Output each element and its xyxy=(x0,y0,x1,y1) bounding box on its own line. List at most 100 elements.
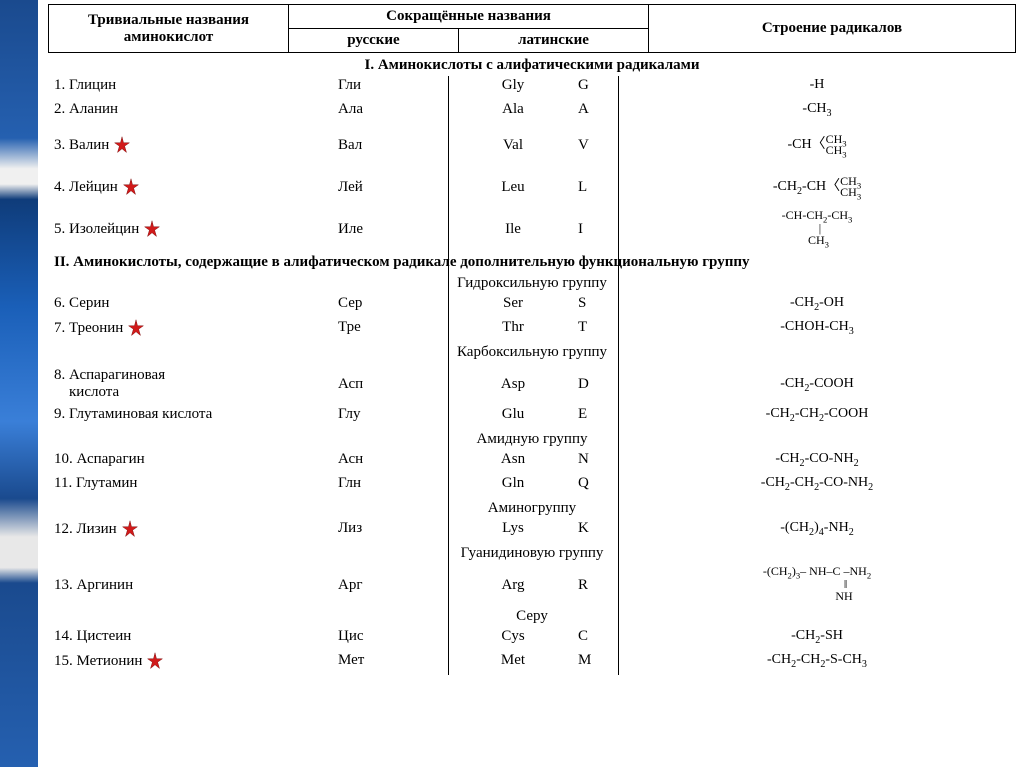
aa-name: 6. Серин xyxy=(48,295,308,312)
aa-code: M xyxy=(578,652,618,669)
aa-ru: Ала xyxy=(308,101,448,118)
aa-code: G xyxy=(578,77,618,94)
table-row: 6. Серин Сер Ser S -CH2-OH xyxy=(48,294,1016,318)
table-row: 11. Глутамин Глн Gln Q -CH2-CH2-CO-NH2 xyxy=(48,474,1016,498)
table-row: 7. Треонин Тре Thr T -CHOH-CH3 xyxy=(48,318,1016,342)
table-row: 2. Аланин Ала Ala A -CH3 xyxy=(48,100,1016,124)
aa-lat: Leu xyxy=(448,179,578,196)
aa-lat: Glu xyxy=(448,406,578,423)
table-row: 3. Валин Вал Val V -CH〈CH3CH3 xyxy=(48,124,1016,166)
header-col-names: Тривиальные названия аминокислот xyxy=(49,5,289,53)
aa-ru: Тре xyxy=(308,319,448,336)
aa-code: K xyxy=(578,520,618,537)
aa-lat: Ser xyxy=(448,295,578,312)
aa-name: 12. Лизин xyxy=(48,520,308,538)
aa-name: 9. Глутаминовая кислота xyxy=(48,406,308,423)
table-row: 14. Цистеин Цис Cys C -CH2-SH xyxy=(48,627,1016,651)
subgroup-carboxy: Карбоксильную группу xyxy=(48,342,1016,363)
aa-code: N xyxy=(578,451,618,468)
aa-name: 7. Треонин xyxy=(48,319,308,337)
aa-code: D xyxy=(578,376,618,393)
aa-lat: Asn xyxy=(448,451,578,468)
aa-lat: Cys xyxy=(448,628,578,645)
aa-lat: Asp xyxy=(448,376,578,393)
aa-radical: -CH2-OH xyxy=(618,295,1016,311)
aa-code: I xyxy=(578,221,618,238)
aa-radical: -CH-CH2-CH3 | CH3 xyxy=(618,209,1016,249)
essential-star-icon xyxy=(146,652,164,670)
aa-name: 11. Глутамин xyxy=(48,475,308,492)
aa-radical: -CH2-CH〈CH3CH3 xyxy=(618,176,1016,198)
table-row: 4. Лейцин Лей Leu L -CH2-CH〈CH3CH3 xyxy=(48,166,1016,208)
aa-ru: Гли xyxy=(308,77,448,94)
essential-star-icon xyxy=(121,520,139,538)
aa-code: C xyxy=(578,628,618,645)
aa-ru: Асн xyxy=(308,451,448,468)
table-row: 12. Лизин Лиз Lys K -(CH2)4-NH2 xyxy=(48,519,1016,543)
aa-radical: -CH〈CH3CH3 xyxy=(618,134,1016,156)
aa-lat: Ala xyxy=(448,101,578,118)
aa-name: 13. Аргинин xyxy=(48,577,308,594)
aa-code: T xyxy=(578,319,618,336)
aa-name: 1. Глицин xyxy=(48,77,308,94)
header-col-latin: латинские xyxy=(459,29,649,53)
aa-radical: -CH3 xyxy=(618,101,1016,117)
column-divider-2 xyxy=(618,76,619,675)
aa-ru: Глн xyxy=(308,475,448,492)
section-1-title: I. Аминокислоты с алифатическими радикал… xyxy=(48,53,1016,76)
aa-lat: Val xyxy=(448,137,578,154)
subgroup-hydroxy: Гидроксильную группу xyxy=(48,273,1016,294)
aa-code: E xyxy=(578,406,618,423)
aa-lat: Ile xyxy=(448,221,578,238)
aa-ru: Сер xyxy=(308,295,448,312)
subgroup-sulfur: Серу xyxy=(48,606,1016,627)
section-2-title: II. Аминокислоты, содержащие в алифатиче… xyxy=(48,250,1016,273)
subgroup-amino: Аминогруппу xyxy=(48,498,1016,519)
aa-lat: Arg xyxy=(448,577,578,594)
aa-code: R xyxy=(578,577,618,594)
aa-lat: Thr xyxy=(448,319,578,336)
aa-radical: -(CH2)3– NH–C –NH2 ‖ NH xyxy=(618,565,1016,605)
subgroup-amide: Амидную группу xyxy=(48,429,1016,450)
header-table: Тривиальные названия аминокислот Сокращё… xyxy=(48,4,1016,53)
aa-name: 8. Аспарагиновая кислота xyxy=(48,367,308,401)
aa-name: 4. Лейцин xyxy=(48,178,308,196)
aa-lat: Gly xyxy=(448,77,578,94)
header-col-russian: русские xyxy=(289,29,459,53)
aa-ru: Вал xyxy=(308,137,448,154)
aa-ru: Лиз xyxy=(308,520,448,537)
aa-lat: Lys xyxy=(448,520,578,537)
aa-code: A xyxy=(578,101,618,118)
table-row: 9. Глутаминовая кислота Глу Glu E -CH2-C… xyxy=(48,405,1016,429)
aa-name: 10. Аспарагин xyxy=(48,451,308,468)
table-body: 1. Глицин Гли Gly G -H 2. Аланин Ала Ala… xyxy=(48,76,1016,675)
document-page: Тривиальные названия аминокислот Сокращё… xyxy=(38,0,1024,767)
aa-ru: Асп xyxy=(308,376,448,393)
aa-lat: Met xyxy=(448,652,578,669)
aa-radical: -CH2-COOH xyxy=(618,376,1016,392)
subgroup-guanidino: Гуанидиновую группу xyxy=(48,543,1016,564)
header-col-radical: Строение радикалов xyxy=(649,5,1016,53)
aa-code: Q xyxy=(578,475,618,492)
aa-radical: -CH2-CH2-CO-NH2 xyxy=(618,475,1016,491)
essential-star-icon xyxy=(143,220,161,238)
table-row: 8. Аспарагиновая кислота Асп Asp D -CH2-… xyxy=(48,363,1016,405)
aa-name: 15. Метионин xyxy=(48,652,308,670)
aa-ru: Мет xyxy=(308,652,448,669)
essential-star-icon xyxy=(127,319,145,337)
aa-code: L xyxy=(578,179,618,196)
aa-name: 14. Цистеин xyxy=(48,628,308,645)
table-row: 1. Глицин Гли Gly G -H xyxy=(48,76,1016,100)
aa-radical: -(CH2)4-NH2 xyxy=(618,520,1016,536)
aa-radical: -CH2-SH xyxy=(618,628,1016,644)
aa-name: 5. Изолейцин xyxy=(48,220,308,238)
aa-name: 3. Валин xyxy=(48,136,308,154)
table-row: 10. Аспарагин Асн Asn N -CH2-CO-NH2 xyxy=(48,450,1016,474)
aa-code: V xyxy=(578,137,618,154)
aa-ru: Иле xyxy=(308,221,448,238)
aa-ru: Цис xyxy=(308,628,448,645)
table-row: 13. Аргинин Арг Arg R -(CH2)3– NH–C –NH2… xyxy=(48,564,1016,606)
table-row: 5. Изолейцин Иле Ile I -CH-CH2-CH3 | CH3 xyxy=(48,208,1016,250)
aa-radical: -H xyxy=(618,77,1016,93)
essential-star-icon xyxy=(122,178,140,196)
